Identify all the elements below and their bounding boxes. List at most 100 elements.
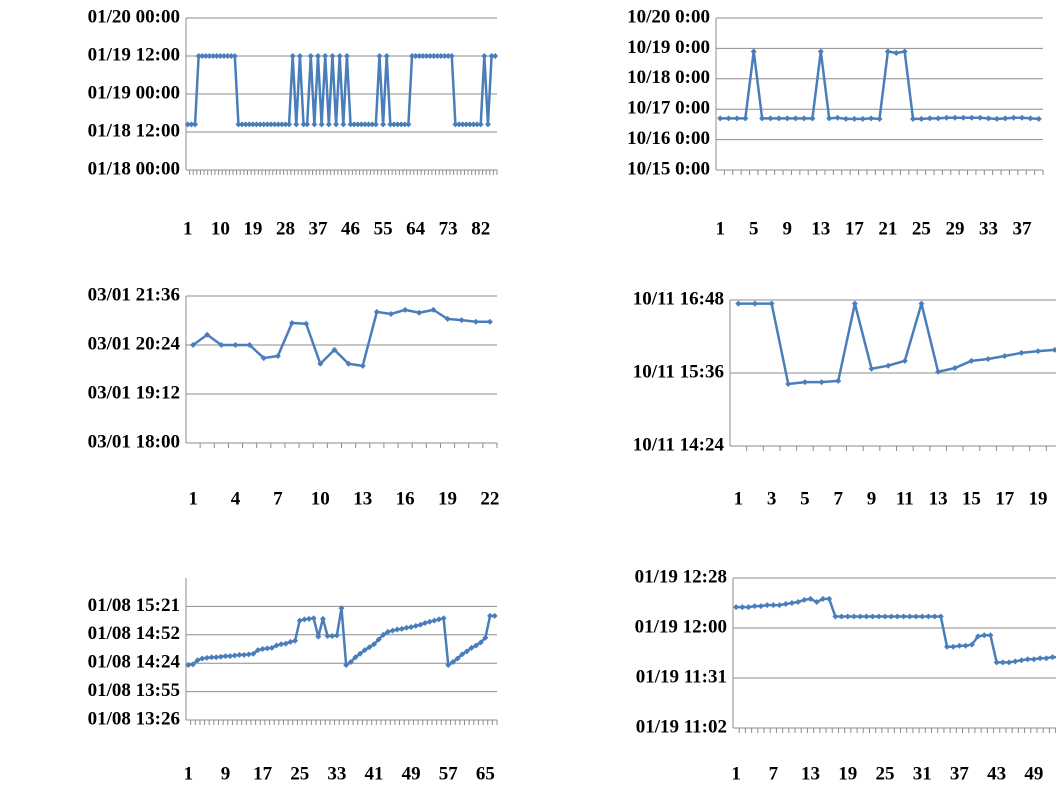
data-marker <box>184 121 191 128</box>
data-marker <box>242 121 249 128</box>
data-marker <box>267 121 274 128</box>
y-tick-label: 01/18 00:00 <box>88 158 180 179</box>
y-tick-label: 03/01 19:12 <box>88 382 180 403</box>
data-marker <box>775 115 782 122</box>
data-marker <box>318 121 325 128</box>
x-tick-label: 7 <box>833 488 843 509</box>
data-marker <box>412 53 419 59</box>
data-marker <box>271 121 278 128</box>
data-marker <box>343 53 350 59</box>
y-tick-label: 10/15 0:00 <box>627 158 710 179</box>
x-tick-label: 7 <box>769 763 779 784</box>
data-marker <box>190 342 197 348</box>
data-marker <box>448 53 455 59</box>
data-marker <box>402 306 409 313</box>
data-marker <box>452 121 459 128</box>
data-marker <box>751 300 758 307</box>
x-tick-label: 9 <box>783 218 793 239</box>
data-marker <box>430 53 437 59</box>
data-marker <box>416 53 423 59</box>
data-marker <box>488 53 495 59</box>
data-marker <box>405 121 412 128</box>
data-marker <box>459 651 466 658</box>
data-marker <box>857 613 864 620</box>
data-marker <box>739 604 746 611</box>
data-marker <box>362 121 369 128</box>
x-tick-label: 10 <box>211 218 230 239</box>
data-marker <box>366 644 373 651</box>
data-marker <box>792 115 799 122</box>
data-marker <box>317 360 324 367</box>
x-tick-label: 82 <box>471 218 490 239</box>
data-marker <box>434 53 441 59</box>
y-tick-label: 01/08 14:24 <box>88 652 181 673</box>
y-tick-label: 01/19 12:00 <box>635 616 727 637</box>
x-tick-label: 7 <box>273 488 283 509</box>
data-marker <box>359 362 366 369</box>
data-marker <box>231 652 238 659</box>
x-tick-label: 3 <box>767 488 777 509</box>
data-marker <box>960 114 967 121</box>
data-marker <box>717 115 724 122</box>
x-tick-label: 73 <box>439 218 458 239</box>
data-marker <box>340 121 347 128</box>
x-tick-label: 19 <box>1029 488 1048 509</box>
data-marker <box>222 653 229 660</box>
data-marker <box>260 121 267 128</box>
x-tick-label: 13 <box>811 218 830 239</box>
y-tick-label: 01/08 14:52 <box>88 623 180 644</box>
data-marker <box>919 613 926 620</box>
data-marker <box>809 115 816 122</box>
data-marker <box>993 115 1000 122</box>
data-marker <box>472 318 479 325</box>
data-marker <box>901 48 908 55</box>
data-marker <box>213 654 220 661</box>
data-marker <box>733 604 740 611</box>
data-marker <box>398 121 405 128</box>
data-marker <box>884 48 891 55</box>
data-marker <box>868 115 875 122</box>
data-marker <box>202 53 209 59</box>
data-marker <box>962 642 969 649</box>
data-marker <box>869 613 876 620</box>
x-tick-label: 31 <box>913 763 932 784</box>
data-marker <box>357 650 364 657</box>
x-tick-label: 65 <box>476 763 495 784</box>
data-marker <box>268 644 275 651</box>
data-marker <box>481 53 488 59</box>
data-marker <box>264 645 271 652</box>
data-marker <box>310 615 317 622</box>
x-tick-label: 17 <box>995 488 1015 509</box>
y-tick-label: 01/08 15:21 <box>88 595 180 616</box>
data-marker <box>759 115 766 122</box>
data-marker <box>801 379 808 386</box>
data-marker <box>477 639 484 646</box>
data-marker <box>944 643 951 650</box>
data-marker <box>999 659 1006 666</box>
data-marker <box>213 53 220 59</box>
data-marker <box>977 114 984 121</box>
data-marker <box>199 655 206 662</box>
data-marker <box>918 115 925 122</box>
data-marker <box>303 320 310 327</box>
data-marker <box>851 115 858 122</box>
x-tick-label: 13 <box>801 763 820 784</box>
data-marker <box>394 626 401 633</box>
data-marker <box>784 115 791 122</box>
data-marker <box>894 613 901 620</box>
x-tick-label: 21 <box>878 218 897 239</box>
data-marker <box>474 121 481 128</box>
data-marker <box>910 115 917 122</box>
data-marker <box>1035 348 1042 355</box>
x-tick-label: 5 <box>800 488 810 509</box>
data-marker <box>282 121 289 128</box>
data-marker <box>292 637 299 644</box>
data-marker <box>352 654 359 661</box>
data-marker <box>289 319 296 326</box>
data-marker <box>427 53 434 59</box>
data-marker <box>333 632 340 639</box>
x-tick-label: 10 <box>311 488 330 509</box>
data-marker <box>750 48 757 55</box>
